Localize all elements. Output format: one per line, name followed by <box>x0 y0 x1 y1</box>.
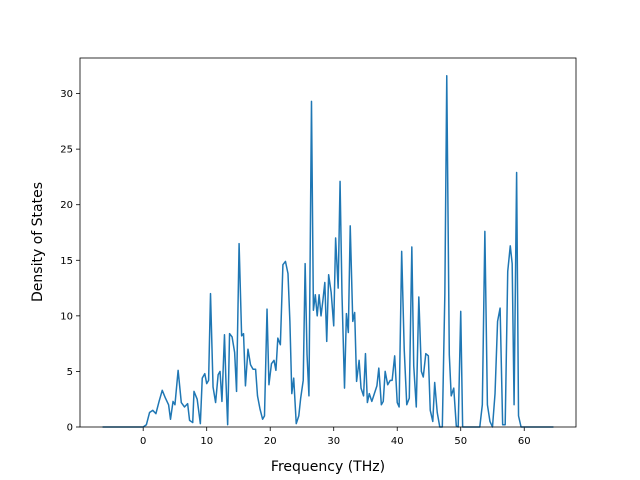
x-tick-label: 30 <box>327 436 340 447</box>
y-tick-label: 0 <box>67 423 73 434</box>
x-tick-label: 10 <box>200 436 213 447</box>
y-tick-label: 20 <box>60 200 73 211</box>
x-tick-label: 60 <box>518 436 531 447</box>
y-tick-label: 25 <box>60 145 73 156</box>
y-tick-label: 5 <box>67 367 73 378</box>
y-axis-label: Density of States <box>30 182 46 302</box>
y-tick-label: 15 <box>60 256 73 267</box>
plot-frame <box>79 57 577 428</box>
y-tick-label: 10 <box>60 311 73 322</box>
x-axis-label: Frequency (THz) <box>271 459 385 475</box>
y-tick-label: 30 <box>60 89 73 100</box>
x-tick-label: 40 <box>391 436 404 447</box>
x-tick-label: 50 <box>454 436 467 447</box>
x-tick-label: 0 <box>140 436 146 447</box>
line-series <box>102 75 554 428</box>
x-tick-label: 20 <box>264 436 277 447</box>
